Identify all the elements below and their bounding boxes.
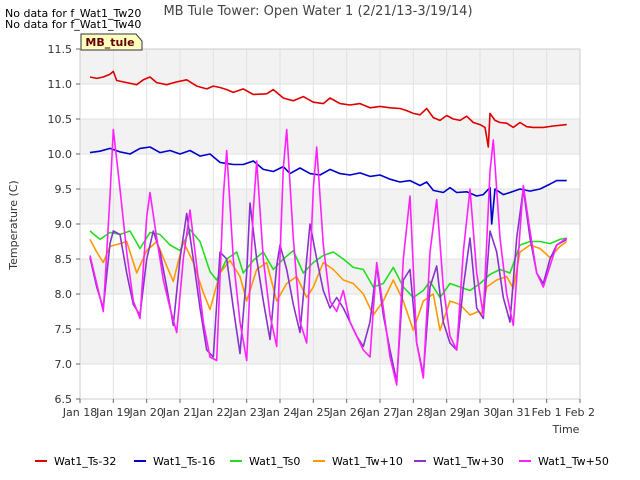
site-badge: MB_tule: [80, 33, 143, 51]
x-tick-label: Jan 20: [128, 406, 163, 419]
no-data-notice-1: No data for f_Wat1_Tw20: [5, 7, 142, 20]
plot-background: [80, 49, 580, 399]
legend-item: Wat1_Tw+10: [313, 455, 403, 468]
x-tick-label: Jan 26: [328, 406, 363, 419]
series-line-wat1-ts-32: [89, 70, 567, 148]
x-tick-label: Jan 18: [62, 406, 97, 419]
series-line-wat1-tw-10: [89, 239, 568, 332]
series-line-wat1-tw-50: [89, 128, 568, 386]
y-tick-label: 10.5: [48, 113, 73, 126]
no-data-notice-2: No data for f_Wat1_Tw40: [5, 18, 142, 31]
legend-label: Wat1_Tw+50: [538, 455, 609, 468]
x-tick-label: Jan 31: [495, 406, 530, 419]
y-tick-label: 7.5: [55, 323, 73, 336]
x-tick-label: Jan 21: [162, 406, 197, 419]
x-tick-label: Jan 30: [462, 406, 497, 419]
y-axis-label: Temperature (C): [7, 180, 20, 270]
x-tick-label: Jan 19: [95, 406, 130, 419]
series-layer: [89, 70, 568, 386]
y-tick-label: 9.0: [55, 218, 73, 231]
y-tick-label: 8.0: [55, 288, 73, 301]
chart-title: MB Tule Tower: Open Water 1 (2/21/13-3/1…: [163, 4, 472, 19]
x-tick-label: Jan 27: [362, 406, 397, 419]
x-tick-label: Jan 28: [395, 406, 430, 419]
y-tick-label: 6.5: [55, 393, 73, 406]
legend-item: Wat1_Ts-16: [134, 455, 215, 468]
legend-item: Wat1_Tw+50: [519, 455, 609, 468]
y-tick-labels: 6.5 7.0 7.5 8.0 8.5 9.0 9.5 10.0 10.5 11.0 11.5: [48, 43, 80, 406]
series-line-wat1-ts-16: [89, 146, 567, 225]
band: [80, 119, 580, 154]
legend-label: Wat1_Ts-32: [54, 455, 116, 468]
band: [80, 329, 580, 364]
legend: Wat1_Ts-32 Wat1_Ts-16 Wat1_Ts0 Wat1_Tw+10 Wa…: [35, 455, 609, 468]
legend-item: Wat1_Ts0: [230, 455, 300, 468]
y-tick-label: 9.5: [55, 183, 73, 196]
legend-label: Wat1_Ts-16: [153, 455, 215, 468]
band: [80, 154, 580, 189]
x-tick-label: Feb 1: [532, 406, 562, 419]
legend-item: Wat1_Tw+30: [414, 455, 504, 468]
x-tick-label: Jan 29: [428, 406, 463, 419]
legend-label: Wat1_Ts0: [249, 455, 300, 468]
x-tick-label: Jan 24: [262, 406, 297, 419]
band: [80, 364, 580, 399]
y-tick-label: 7.0: [55, 358, 73, 371]
site-badge-label: MB_tule: [85, 36, 134, 49]
y-tick-label: 11.5: [48, 43, 73, 56]
x-tick-label: Jan 22: [195, 406, 230, 419]
series-line-wat1-tw-30: [89, 188, 568, 383]
x-tick-label: Jan 25: [295, 406, 330, 419]
band: [80, 49, 580, 84]
band: [80, 84, 580, 119]
x-tick-label: Jan 23: [228, 406, 263, 419]
y-tick-label: 10.0: [48, 148, 73, 161]
legend-label: Wat1_Tw+30: [433, 455, 504, 468]
legend-label: Wat1_Tw+10: [332, 455, 403, 468]
series-line-wat1-ts0: [89, 228, 567, 299]
x-axis-label: Time: [552, 423, 580, 436]
legend-item: Wat1_Ts-32: [35, 455, 116, 468]
x-tick-label: Feb 2: [565, 406, 595, 419]
y-tick-label: 11.0: [48, 78, 73, 91]
y-tick-label: 8.5: [55, 253, 73, 266]
